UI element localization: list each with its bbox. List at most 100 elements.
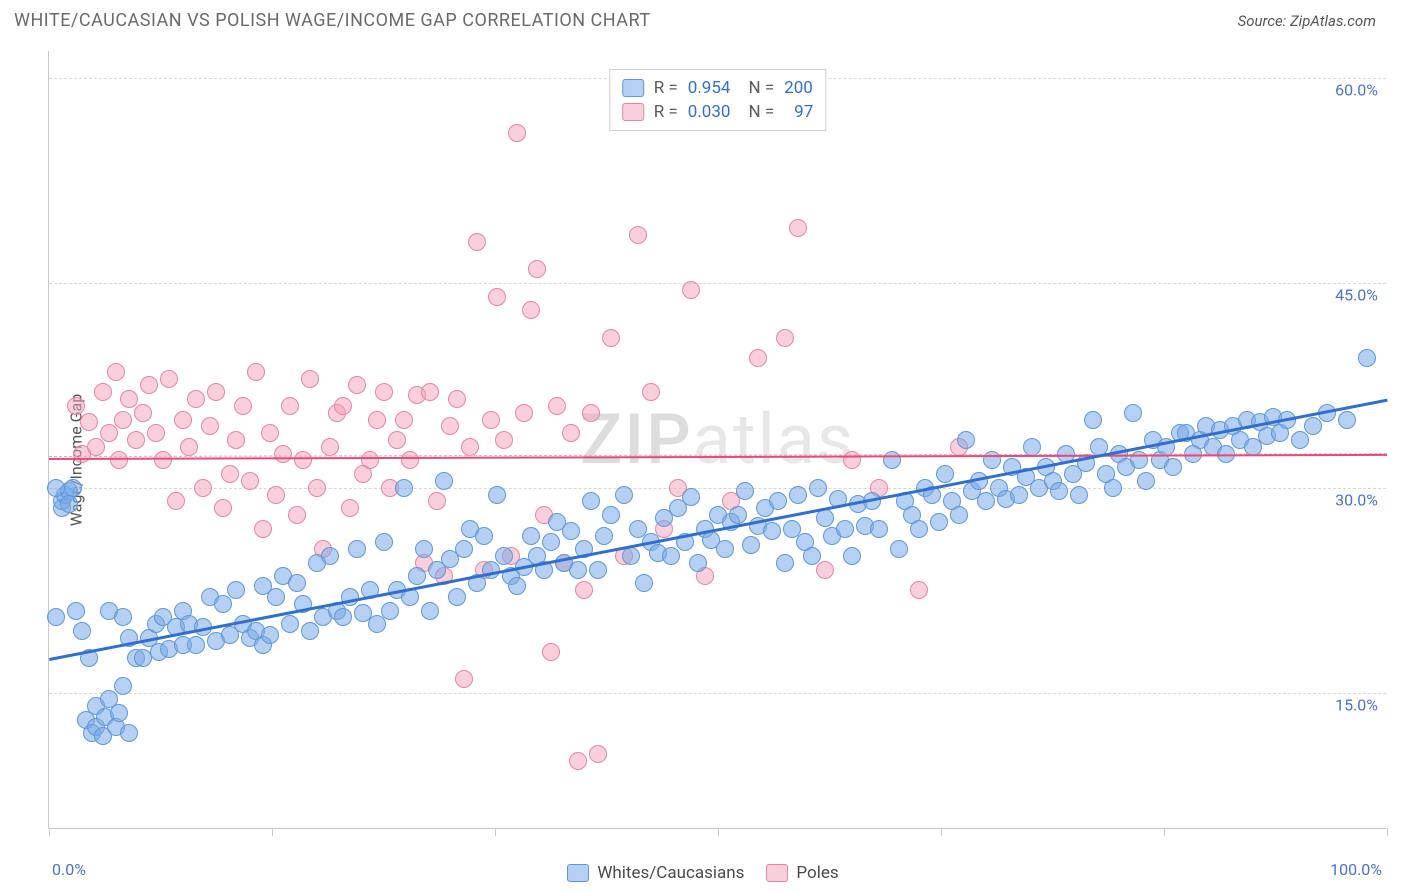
data-point (569, 752, 587, 770)
data-point (140, 376, 158, 394)
data-point (381, 602, 399, 620)
chart-title: WHITE/CAUCASIAN VS POLISH WAGE/INCOME GA… (14, 10, 651, 31)
data-point (482, 411, 500, 429)
chart-container: Wage/Income Gap ZIPatlas R = 0.954 N = 2… (0, 35, 1406, 885)
source-label: Source: ZipAtlas.com (1238, 12, 1376, 30)
data-point (589, 561, 607, 579)
data-point (522, 301, 540, 319)
data-point (803, 547, 821, 565)
data-point (1084, 411, 1102, 429)
data-point (1137, 472, 1155, 490)
data-point (776, 329, 794, 347)
watermark: ZIPatlas (580, 399, 855, 481)
data-point (602, 506, 620, 524)
data-point (187, 390, 205, 408)
data-point (542, 643, 560, 661)
data-point (421, 383, 439, 401)
data-point (508, 577, 526, 595)
legend-item-blue: Whites/Caucasians (567, 863, 744, 883)
data-point (261, 626, 279, 644)
data-point (957, 431, 975, 449)
data-point (241, 472, 259, 490)
data-point (401, 451, 419, 469)
data-point (207, 383, 225, 401)
data-point (227, 581, 245, 599)
data-point (214, 595, 232, 613)
x-tick (272, 828, 273, 836)
data-point (64, 479, 82, 497)
data-point (789, 219, 807, 237)
data-point (348, 540, 366, 558)
data-point (662, 547, 680, 565)
series-legend: Whites/Caucasians Poles (0, 863, 1406, 883)
data-point (341, 499, 359, 517)
x-tick (718, 828, 719, 836)
data-point (80, 413, 98, 431)
y-tick-label: 30.0% (1335, 490, 1378, 509)
swatch-blue-icon (567, 864, 589, 882)
data-point (736, 482, 754, 500)
data-point (288, 574, 306, 592)
data-point (769, 492, 787, 510)
plot-area: ZIPatlas R = 0.954 N = 200 R = 0.030 N =… (48, 51, 1386, 829)
data-point (254, 520, 272, 538)
data-point (160, 370, 178, 388)
data-point (334, 397, 352, 415)
data-point (682, 281, 700, 299)
data-point (1304, 417, 1322, 435)
data-point (67, 602, 85, 620)
data-point (114, 411, 132, 429)
data-point (294, 451, 312, 469)
data-point (602, 329, 620, 347)
data-point (488, 288, 506, 306)
data-point (749, 349, 767, 367)
legend-item-pink: Poles (766, 863, 838, 883)
x-tick (49, 828, 50, 836)
data-point (308, 479, 326, 497)
stats-legend: R = 0.954 N = 200 R = 0.030 N = 97 (609, 69, 827, 131)
data-point (562, 424, 580, 442)
x-tick (1387, 828, 1388, 836)
data-point (267, 588, 285, 606)
data-point (73, 622, 91, 640)
data-point (548, 397, 566, 415)
data-point (435, 472, 453, 490)
data-point (569, 561, 587, 579)
data-point (816, 561, 834, 579)
data-point (47, 608, 65, 626)
data-point (461, 438, 479, 456)
data-point (910, 581, 928, 599)
data-point (261, 424, 279, 442)
data-point (977, 492, 995, 510)
data-point (1010, 486, 1028, 504)
data-point (395, 411, 413, 429)
data-point (388, 431, 406, 449)
data-point (870, 520, 888, 538)
data-point (441, 417, 459, 435)
data-point (1124, 404, 1142, 422)
data-point (301, 370, 319, 388)
data-point (428, 492, 446, 510)
legend-row-blue: R = 0.954 N = 200 (622, 76, 814, 100)
data-point (368, 615, 386, 633)
data-point (395, 479, 413, 497)
data-point (1338, 411, 1356, 429)
swatch-pink (622, 103, 644, 121)
x-tick (941, 828, 942, 836)
x-tick (1164, 828, 1165, 836)
data-point (589, 745, 607, 763)
data-point (890, 540, 908, 558)
data-point (274, 445, 292, 463)
data-point (110, 704, 128, 722)
data-point (455, 670, 473, 688)
data-point (375, 383, 393, 401)
data-point (94, 383, 112, 401)
data-point (950, 506, 968, 524)
data-point (716, 540, 734, 558)
swatch-blue (622, 79, 644, 97)
data-point (682, 488, 700, 506)
data-point (67, 397, 85, 415)
data-point (615, 486, 633, 504)
data-point (1050, 482, 1068, 500)
gridline (49, 283, 1386, 284)
